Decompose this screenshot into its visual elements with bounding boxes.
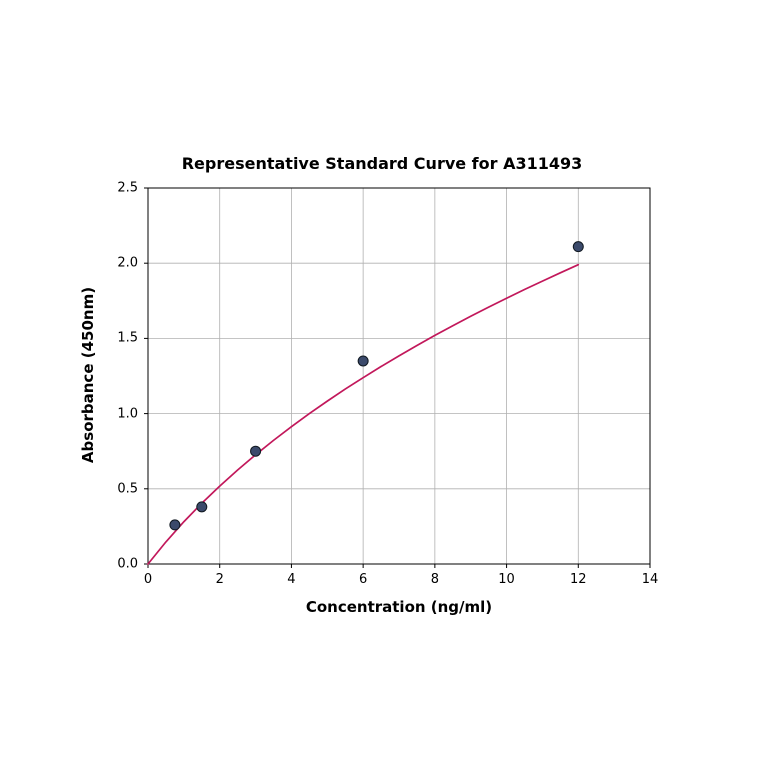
x-tick-label: 4 bbox=[287, 572, 295, 587]
x-tick-label: 2 bbox=[216, 572, 224, 587]
x-tick-label: 6 bbox=[359, 572, 367, 587]
y-tick-label: 2.5 bbox=[106, 181, 138, 196]
x-axis-label: Concentration (ng/ml) bbox=[148, 598, 650, 616]
x-tick-label: 14 bbox=[642, 572, 659, 587]
chart-canvas: Representative Standard Curve for A31149… bbox=[0, 0, 764, 764]
x-tick-label: 8 bbox=[431, 572, 439, 587]
x-tick-label: 10 bbox=[498, 572, 515, 587]
x-tick-label: 12 bbox=[570, 572, 587, 587]
chart-title: Representative Standard Curve for A31149… bbox=[0, 154, 764, 173]
y-tick-label: 0.5 bbox=[106, 481, 138, 496]
y-tick-label: 2.0 bbox=[106, 256, 138, 271]
y-tick-label: 1.0 bbox=[106, 406, 138, 421]
plot-svg bbox=[138, 178, 660, 574]
x-tick-label: 0 bbox=[144, 572, 152, 587]
y-tick-label: 0.0 bbox=[106, 557, 138, 572]
y-tick-label: 1.5 bbox=[106, 331, 138, 346]
plot-area bbox=[148, 188, 650, 564]
y-axis-label: Absorbance (450nm) bbox=[79, 225, 97, 525]
